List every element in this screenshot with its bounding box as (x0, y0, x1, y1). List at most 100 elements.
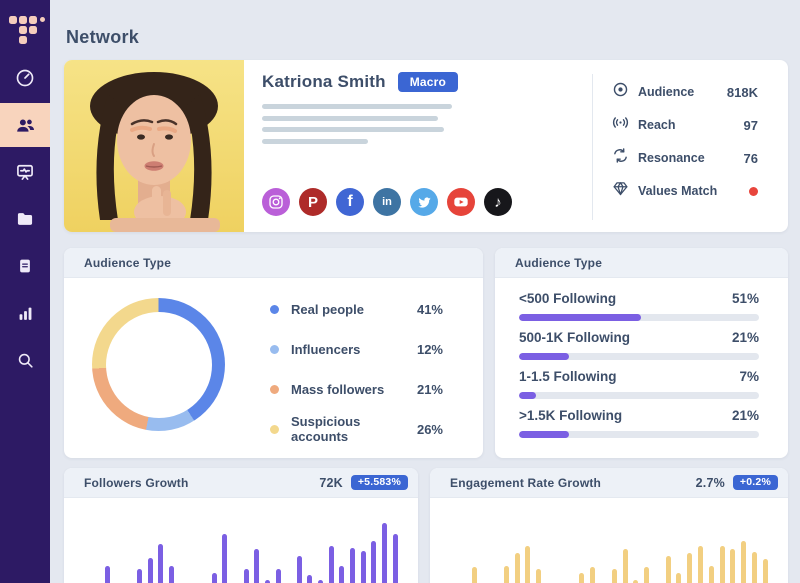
audience-type-donut-card: Audience Type Real people 41% Influencer… (64, 248, 483, 458)
chart-bar (254, 549, 260, 583)
stat-row-values-match: Values Match (612, 181, 758, 201)
chart-bar (719, 546, 725, 583)
card-title: Engagement Rate Growth (450, 475, 602, 490)
legend-label: Influencers (291, 341, 361, 357)
card-title: Audience Type (64, 248, 483, 278)
chart-bar (296, 556, 302, 583)
profile-photo (64, 60, 244, 232)
chart-bar (644, 567, 650, 583)
folder-icon (15, 209, 35, 229)
chart-bar (762, 559, 768, 583)
sidebar-item-monitoring[interactable] (0, 150, 50, 194)
chart-bar (708, 566, 714, 583)
social-twitter-icon[interactable] (410, 188, 438, 216)
chart-bar (730, 549, 736, 583)
chart-bar (211, 573, 217, 583)
chart-bar (264, 580, 270, 583)
bio-skeleton-line (262, 115, 438, 121)
chart-bar (137, 569, 143, 583)
stat-row-resonance: Resonance 76 (612, 148, 758, 168)
chart-bar (590, 567, 596, 583)
chart-bar (665, 556, 671, 583)
followers-growth-bar-chart (84, 498, 398, 583)
gauge-icon (15, 68, 35, 88)
chart-bar (169, 566, 175, 583)
progress-track (519, 314, 759, 321)
social-pinterest-icon[interactable]: P (299, 188, 327, 216)
profile-tier-badge: Macro (397, 72, 459, 92)
card-title: Followers Growth (84, 475, 189, 490)
chart-bar (514, 553, 520, 583)
sidebar-item-dashboard[interactable] (0, 56, 50, 100)
bio-skeleton-line (262, 104, 452, 109)
legend-dot (270, 344, 279, 354)
progress-track (519, 431, 759, 438)
chart-bar (622, 549, 628, 583)
chart-bar (633, 580, 639, 583)
portrait-illustration (64, 60, 244, 232)
legend-value: 12% (416, 341, 443, 357)
monitor-pulse-icon (15, 162, 35, 182)
chart-bar (381, 523, 387, 583)
chart-bar (525, 546, 531, 583)
chart-bar (503, 566, 509, 583)
sidebar-item-analytics[interactable] (0, 291, 50, 335)
bio-skeleton-line (262, 127, 444, 132)
stat-value: 76 (743, 150, 758, 166)
audience-type-following-card: Audience Type <500 Following 51% 500-1K … (495, 248, 788, 458)
app-logo-icon[interactable] (0, 0, 50, 48)
progress-value: 7% (739, 368, 759, 384)
stat-value: 818K (726, 84, 758, 100)
sidebar-item-folders[interactable] (0, 197, 50, 241)
bar-chart-icon (16, 304, 35, 323)
chart-bar (275, 569, 281, 583)
progress-value: 51% (731, 290, 759, 306)
stat-row-reach: Reach 97 (612, 115, 758, 135)
bio-skeleton-line (262, 138, 368, 144)
social-tiktok-icon[interactable]: ♪ (484, 188, 512, 216)
social-linkedin-icon[interactable]: in (373, 188, 401, 216)
chart-bar (158, 544, 164, 583)
progress-track (519, 392, 759, 399)
donut-legend: Real people 41% Influencers 12% Mass fol… (270, 299, 443, 459)
chart-bar (392, 534, 398, 583)
stat-row-audience: Audience 818K (612, 82, 758, 102)
eye-icon (612, 81, 629, 103)
broadcast-icon (612, 114, 629, 136)
chart-bar (741, 541, 747, 583)
following-progress-row: >1.5K Following 21% (519, 407, 759, 438)
progress-fill (519, 353, 570, 360)
social-facebook-icon[interactable]: f (336, 188, 364, 216)
stat-label: Reach (638, 118, 676, 132)
engagement-total: 2.7% (695, 475, 725, 490)
following-progress-row: 1-1.5 Following 7% (519, 368, 759, 399)
chart-bar (579, 573, 585, 583)
legend-value: 21% (416, 381, 443, 397)
chart-bar (611, 569, 617, 583)
sidebar-item-notes[interactable] (0, 244, 50, 288)
social-instagram-icon[interactable] (262, 188, 290, 216)
chart-bar (328, 546, 334, 583)
users-icon (15, 115, 36, 136)
chart-bar (147, 558, 153, 583)
legend-item: Real people 41% (270, 299, 443, 319)
sidebar-item-search[interactable] (0, 338, 50, 382)
engagement-rate-bar-chart (450, 498, 768, 583)
following-progress-list: <500 Following 51% 500-1K Following 21% … (519, 290, 759, 446)
profile-stats: Audience 818K Reach 97 Resonance 76 Values … (612, 82, 758, 214)
sidebar-item-network[interactable] (0, 103, 50, 147)
social-youtube-icon[interactable] (447, 188, 475, 216)
chart-bar (471, 567, 477, 583)
card-title: Audience Type (495, 248, 788, 278)
chart-bar (676, 573, 682, 583)
chart-bar (371, 541, 377, 583)
resonance-icon (612, 147, 629, 169)
following-progress-row: <500 Following 51% (519, 290, 759, 321)
legend-value: 26% (416, 421, 443, 437)
legend-item: Influencers 12% (270, 339, 443, 359)
following-progress-row: 500-1K Following 21% (519, 329, 759, 360)
audience-type-donut-chart (92, 298, 225, 431)
sidebar (0, 0, 50, 583)
legend-dot (270, 424, 279, 434)
